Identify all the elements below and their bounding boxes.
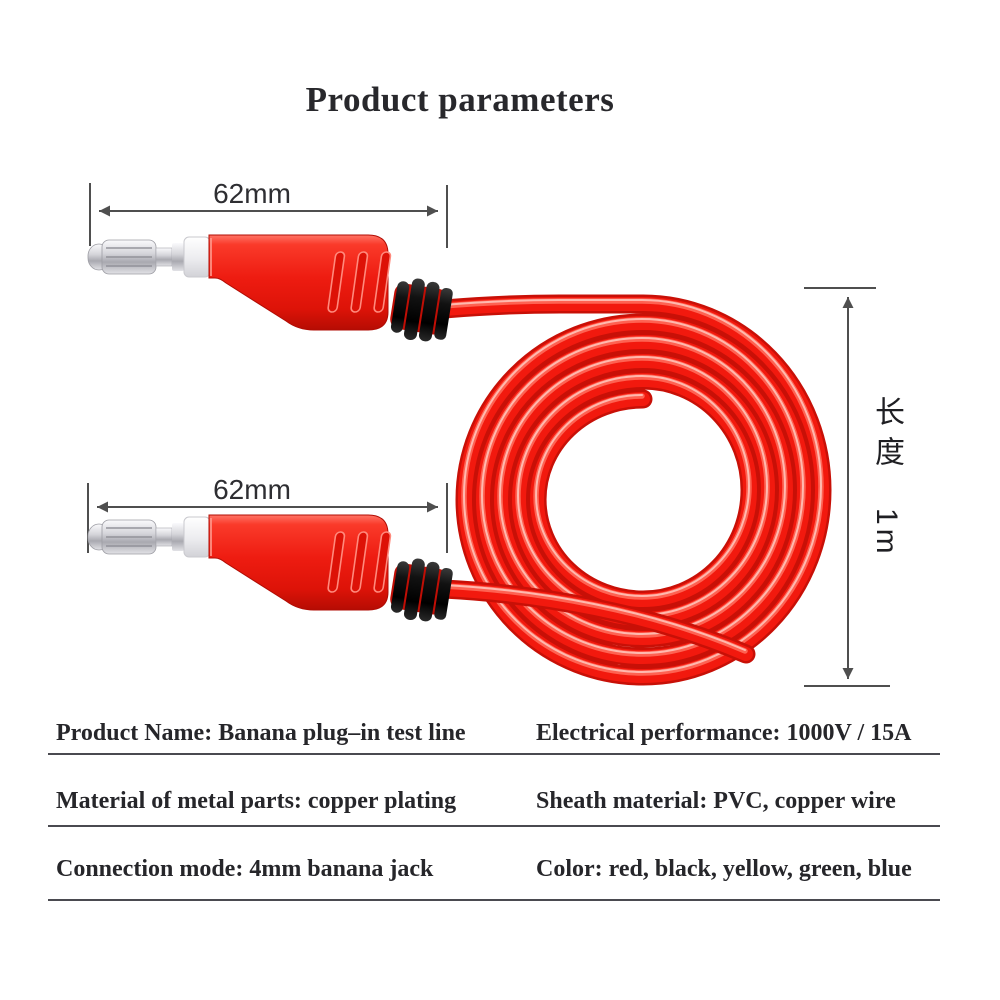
page-title: Product parameters [305,80,615,119]
top-connector-dimension: 62mm [89,178,448,248]
length-dimension [804,287,890,687]
top-dimension-label: 62mm [213,178,291,209]
spec-sheath: Sheath material: PVC, copper wire [536,788,896,814]
length-label-cn: 长度 [870,396,903,476]
spec-electrical: Electrical performance: 1000V / 15A [536,720,912,746]
spec-row: Connection mode: 4mm banana jack Color: … [48,827,940,901]
spec-product-name: Product Name: Banana plug–in test line [56,720,466,746]
bottom-connector-dimension: 62mm [87,474,448,553]
bottom-dimension-label: 62mm [213,474,291,505]
spec-connection: Connection mode: 4mm banana jack [56,856,434,882]
spec-row: Product Name: Banana plug–in test line E… [48,705,940,755]
spec-metal-material: Material of metal parts: copper plating [56,788,457,814]
spec-table: Product Name: Banana plug–in test line E… [48,705,940,901]
cable-length-label: 长度 1m [870,396,903,558]
bottom-banana-plug [87,514,456,627]
spec-colors: Color: red, black, yellow, green, blue [536,856,912,882]
top-banana-plug [87,234,456,347]
spec-row: Material of metal parts: copper plating … [48,755,940,827]
length-label-value: 1m [870,508,903,559]
